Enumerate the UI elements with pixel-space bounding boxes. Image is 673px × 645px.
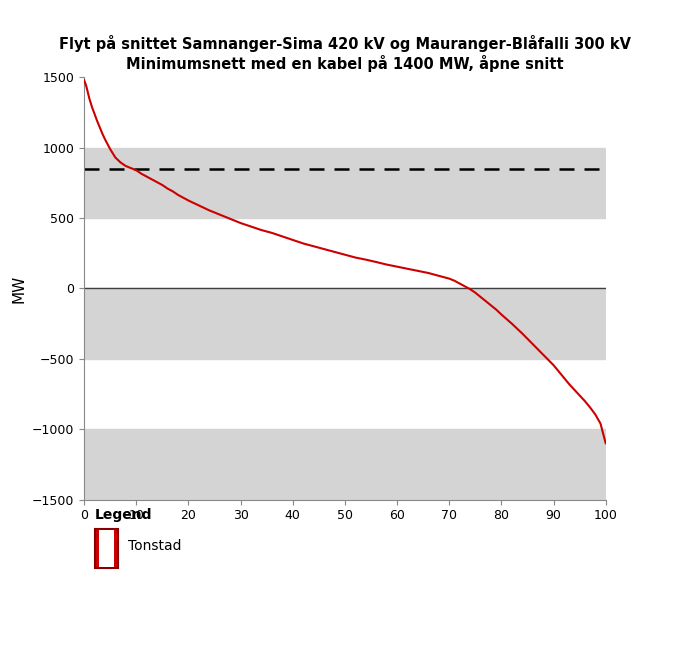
Bar — [84, 429, 606, 499]
Text: Legend: Legend — [94, 508, 152, 522]
Bar — [84, 288, 606, 359]
Bar — [84, 148, 606, 218]
FancyBboxPatch shape — [94, 530, 118, 568]
Text: Tonstad: Tonstad — [129, 539, 182, 553]
Y-axis label: MW: MW — [11, 274, 26, 303]
Title: Flyt på snittet Samnanger-Sima 420 kV og Mauranger-Blåfalli 300 kV
Minimumsnett : Flyt på snittet Samnanger-Sima 420 kV og… — [59, 35, 631, 72]
FancyBboxPatch shape — [99, 530, 114, 567]
